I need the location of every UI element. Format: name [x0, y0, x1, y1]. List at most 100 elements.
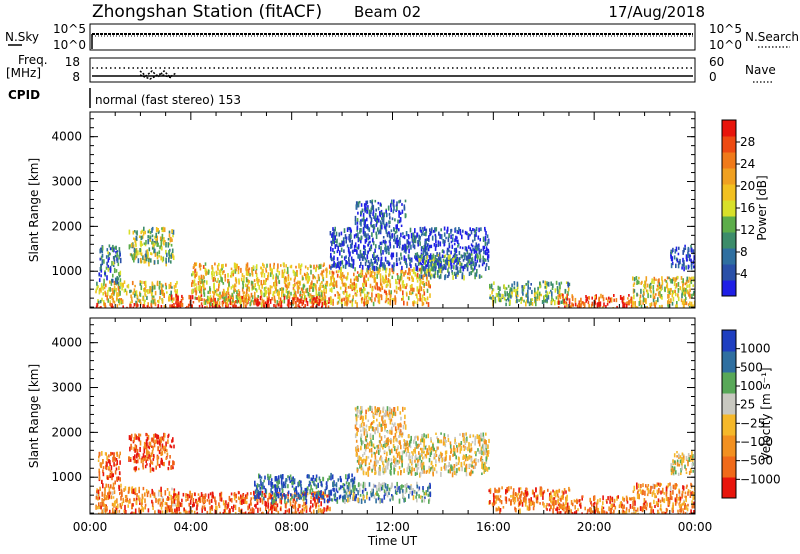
data-cell — [409, 284, 412, 289]
data-cell — [311, 488, 314, 493]
data-cell — [419, 260, 422, 265]
data-cell — [356, 289, 358, 294]
data-cell — [301, 289, 304, 294]
data-cell — [363, 301, 365, 304]
data-cell — [482, 245, 485, 251]
data-cell — [109, 267, 112, 273]
data-cell — [361, 208, 364, 212]
data-cell — [451, 472, 454, 478]
data-cell — [431, 260, 433, 264]
data-cell — [394, 297, 397, 303]
data-cell — [147, 434, 150, 440]
data-cell — [273, 505, 275, 509]
data-cell — [279, 507, 282, 511]
nsearch-tick-high: 10^5 — [709, 22, 742, 36]
data-cell — [315, 506, 317, 509]
data-cell — [111, 295, 114, 301]
data-cell — [154, 290, 157, 296]
data-cell — [314, 478, 316, 482]
data-cell — [276, 503, 279, 508]
data-cell — [282, 262, 285, 266]
data-cell — [511, 291, 513, 294]
power-region — [354, 199, 407, 231]
data-cell — [306, 271, 308, 276]
data-cell — [151, 226, 154, 231]
data-cell — [161, 459, 163, 465]
data-cell — [409, 227, 412, 233]
data-cell — [426, 269, 428, 273]
data-cell — [376, 273, 378, 279]
data-cell — [430, 257, 432, 262]
data-cell — [417, 435, 419, 439]
data-cell — [623, 303, 625, 308]
data-cell — [670, 279, 672, 284]
data-cell — [471, 244, 474, 248]
data-cell — [112, 507, 114, 513]
data-cell — [685, 254, 688, 260]
data-cell — [412, 488, 414, 493]
data-cell — [139, 502, 141, 505]
data-cell — [671, 278, 674, 284]
data-cell — [682, 288, 685, 293]
data-cell — [315, 497, 317, 501]
data-cell — [598, 301, 600, 306]
data-cell — [405, 260, 407, 265]
data-cell — [281, 291, 283, 298]
data-cell — [279, 297, 282, 302]
data-cell — [112, 297, 114, 303]
data-cell — [459, 266, 462, 270]
data-cell — [483, 257, 485, 263]
data-cell — [484, 235, 487, 241]
data-cell — [302, 284, 305, 289]
data-cell — [162, 447, 164, 451]
data-cell — [243, 291, 246, 294]
data-cell — [409, 271, 411, 275]
data-cell — [302, 490, 305, 494]
data-cell — [287, 484, 289, 489]
data-cell — [135, 500, 138, 506]
data-cell — [330, 252, 332, 258]
data-cell — [683, 259, 685, 265]
data-cell — [202, 274, 205, 280]
data-cell — [135, 235, 138, 241]
data-cell — [377, 271, 380, 275]
data-cell — [269, 285, 272, 290]
data-cell — [154, 235, 156, 240]
data-cell — [255, 494, 258, 498]
data-cell — [391, 267, 394, 273]
data-cell — [429, 293, 431, 298]
data-cell — [333, 480, 335, 484]
data-cell — [308, 279, 310, 282]
data-cell — [211, 271, 213, 276]
data-cell — [365, 273, 368, 278]
data-cell — [172, 437, 174, 443]
data-cell — [127, 504, 129, 508]
data-cell — [491, 290, 493, 295]
data-cell — [328, 297, 330, 301]
data-cell — [192, 281, 194, 284]
data-cell — [186, 510, 188, 514]
data-cell — [146, 436, 149, 442]
data-cell — [322, 274, 324, 280]
data-cell — [582, 301, 585, 306]
data-cell — [333, 240, 335, 245]
data-cell — [359, 230, 361, 234]
data-cell — [285, 277, 288, 283]
data-cell — [388, 225, 391, 228]
data-cell — [649, 294, 652, 298]
data-cell — [565, 281, 568, 284]
data-cell — [164, 240, 166, 243]
data-cell — [284, 499, 286, 504]
data-cell — [118, 466, 120, 471]
data-cell — [351, 263, 353, 268]
data-cell — [143, 281, 145, 284]
data-cell — [330, 475, 332, 481]
data-cell — [147, 445, 149, 448]
data-cell — [154, 439, 156, 445]
data-cell — [332, 248, 334, 252]
data-cell — [345, 481, 348, 485]
data-cell — [166, 488, 169, 491]
data-cell — [378, 482, 380, 485]
data-cell — [276, 300, 279, 305]
data-cell — [129, 446, 131, 452]
